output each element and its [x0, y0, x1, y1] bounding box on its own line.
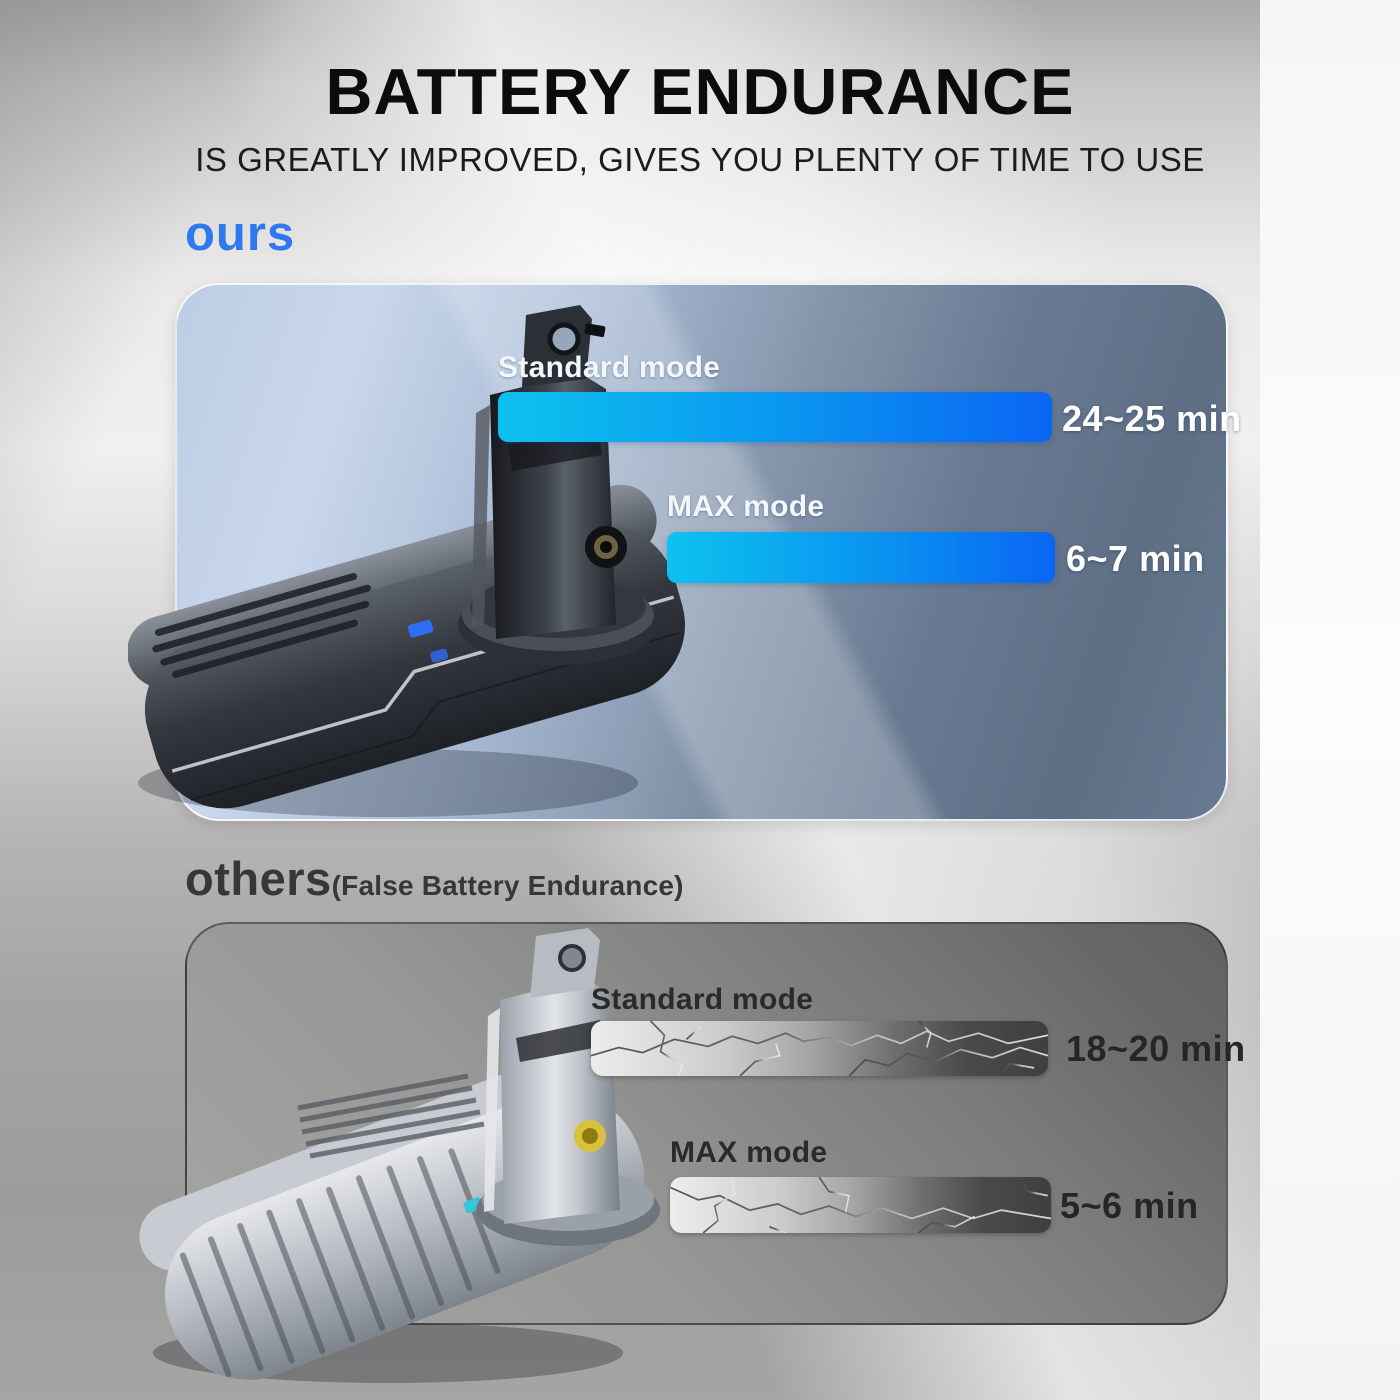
ours-standard-mode-label: Standard mode	[498, 351, 721, 384]
others-max-mode-label: MAX mode	[670, 1136, 828, 1169]
others-battery-image	[139, 928, 660, 1383]
others-section-heading: others (False Battery Endurance)	[185, 851, 684, 906]
ours-max-mode-value: 6~7 min	[1066, 538, 1205, 579]
ours-max-mode-label: MAX mode	[667, 490, 825, 523]
others-standard-mode-bar	[591, 1021, 1048, 1076]
page-subtitle: IS GREATLY IMPROVED, GIVES YOU PLENTY OF…	[195, 141, 1205, 178]
others-standard-mode-value: 18~20 min	[1066, 1028, 1246, 1069]
right-margin-strip	[1260, 0, 1400, 1400]
ours-section-label: ours	[185, 207, 296, 261]
crack-texture	[670, 1177, 1051, 1233]
ours-standard-mode-value: 24~25 min	[1062, 398, 1242, 439]
page-title: BATTERY ENDURANCE	[325, 55, 1075, 128]
ours-max-mode-bar	[667, 532, 1055, 583]
others-standard-mode-label: Standard mode	[591, 983, 814, 1016]
ours-standard-mode-bar	[498, 392, 1052, 442]
others-section-note: (False Battery Endurance)	[331, 870, 684, 901]
others-max-mode-bar	[670, 1177, 1051, 1233]
others-section-label: others	[185, 852, 332, 905]
others-max-mode-value: 5~6 min	[1060, 1185, 1199, 1226]
crack-texture	[591, 1021, 1048, 1076]
